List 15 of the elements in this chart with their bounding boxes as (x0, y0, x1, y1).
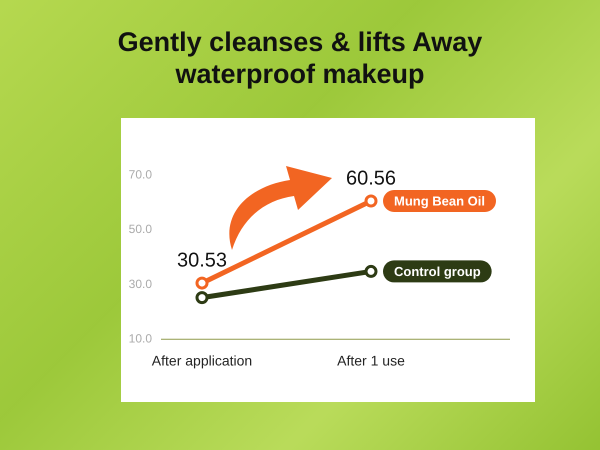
x-tick-label: After application (152, 352, 252, 368)
y-tick-label: 10.0 (128, 332, 152, 346)
point (196, 276, 208, 290)
series-label: Control group (394, 264, 481, 279)
point (196, 291, 208, 304)
y-tick-label: 30.0 (128, 276, 152, 291)
y-tick-label: 70.0 (128, 168, 152, 182)
chart-title: Gently cleanses & lifts Away waterproof makeup (116, 26, 484, 90)
point (364, 264, 378, 278)
point (364, 194, 378, 208)
series-label: Mung Bean Oil (394, 194, 485, 209)
data-label: 30.53 (176, 250, 228, 272)
data-label: 60.56 (346, 168, 396, 190)
y-tick-label: 50.0 (128, 222, 152, 236)
x-tick-label: After 1 use (337, 352, 406, 368)
